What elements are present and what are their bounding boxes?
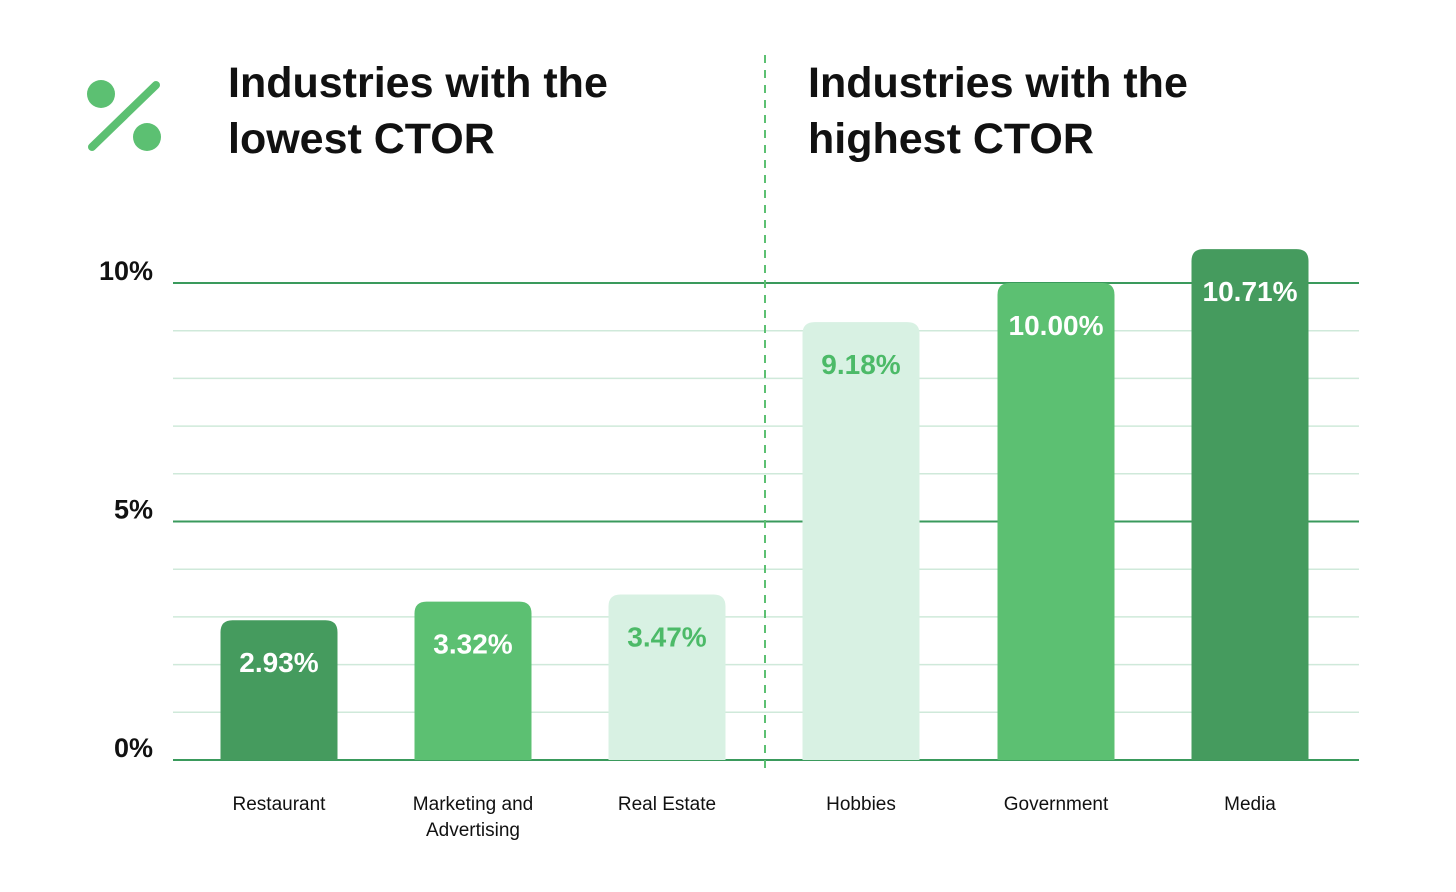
bar bbox=[1191, 249, 1309, 760]
y-tick-label: 5% bbox=[114, 495, 153, 525]
x-category-label: Media bbox=[1224, 794, 1276, 815]
y-tick-label: 0% bbox=[114, 733, 153, 763]
bar-value-label: 10.00% bbox=[1009, 310, 1104, 341]
x-axis-labels: Restaurant Marketing and Advertising Real E… bbox=[233, 794, 1277, 841]
bar-value-label: 2.93% bbox=[239, 647, 318, 678]
y-axis-ticks: 0% 5% 10% bbox=[99, 256, 153, 763]
bar bbox=[802, 322, 920, 760]
x-category-label: Government bbox=[1004, 794, 1109, 815]
x-category-label: Real Estate bbox=[618, 794, 716, 815]
bar bbox=[997, 283, 1115, 760]
percent-icon bbox=[87, 80, 161, 151]
bar bbox=[220, 620, 338, 760]
x-category-label: Advertising bbox=[426, 820, 520, 841]
heading-lowest-line2: lowest CTOR bbox=[228, 115, 495, 163]
heading-highest-line2: highest CTOR bbox=[808, 115, 1094, 163]
x-category-label: Hobbies bbox=[826, 794, 896, 815]
heading-highest-line1: Industries with the bbox=[808, 59, 1188, 107]
y-tick-label: 10% bbox=[99, 256, 153, 286]
bar-value-label: 10.71% bbox=[1203, 276, 1298, 307]
heading-lowest-line1: Industries with the bbox=[228, 59, 608, 107]
bar bbox=[414, 601, 532, 760]
bar-value-label: 3.32% bbox=[433, 629, 512, 660]
bar-value-label: 9.18% bbox=[821, 349, 900, 380]
x-category-label: Marketing and bbox=[413, 794, 533, 815]
x-category-label: Restaurant bbox=[233, 794, 327, 815]
bar-value-label: 3.47% bbox=[627, 621, 706, 652]
bars: 2.93% 3.32% 3.47% 9.18% 10.00% 10.71% bbox=[220, 249, 1309, 760]
bar bbox=[608, 594, 726, 760]
